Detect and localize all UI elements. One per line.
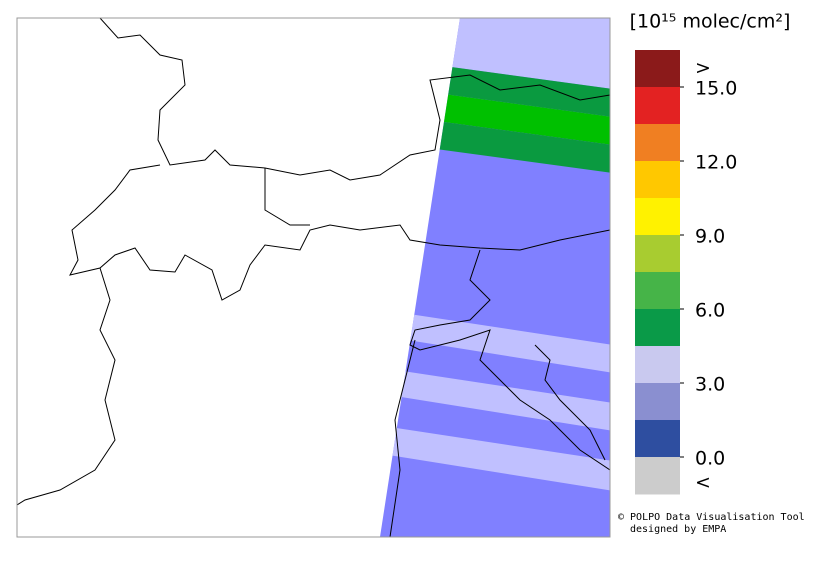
coastline [389, 339, 416, 537]
colorbar-segment [635, 346, 680, 384]
border-line [264, 168, 310, 226]
borders [17, 18, 610, 537]
border-line [17, 267, 116, 506]
colorbar-tick-label: 12.0 [695, 152, 737, 174]
credit-line: designed by EMPA [630, 524, 726, 535]
colorbar-segment [635, 50, 680, 88]
colorbar-title: [10¹⁵ molec/cm²] [630, 11, 791, 33]
coastline [409, 249, 610, 471]
map-frame [16, 17, 611, 538]
colorbar-segment [635, 309, 680, 347]
border-line [99, 18, 610, 181]
colorbar-tick-label: 0.0 [695, 448, 725, 470]
colorbar-tick-label: 9.0 [695, 226, 725, 248]
colorbar-segment [635, 235, 680, 273]
coastline [534, 344, 606, 461]
border-line [69, 164, 610, 301]
swath-cell [380, 366, 610, 432]
colorbar-under-label: < [695, 471, 711, 493]
swath-cell [380, 424, 610, 492]
colorbar-segment [635, 272, 680, 310]
credit-line: © POLPO Data Visualisation Tool [618, 512, 805, 523]
colorbar-tick-label: 15.0 [695, 78, 737, 100]
colorbar-tick-label: 6.0 [695, 300, 725, 322]
colorbar-segment [635, 87, 680, 125]
colorbar-segment [635, 161, 680, 199]
colorbar-tick-label: 3.0 [695, 374, 725, 396]
colorbar-segment [635, 124, 680, 162]
swath-cell [380, 308, 610, 374]
colorbar-segment [635, 457, 680, 495]
colorbar-over-label: > [695, 57, 711, 79]
colorbar-segment [635, 198, 680, 236]
colorbar-segment [635, 383, 680, 421]
colorbar-segment [635, 420, 680, 458]
colorbar: 15.0 12.0 9.0 6.0 3.0 0.0 > < [635, 50, 737, 495]
